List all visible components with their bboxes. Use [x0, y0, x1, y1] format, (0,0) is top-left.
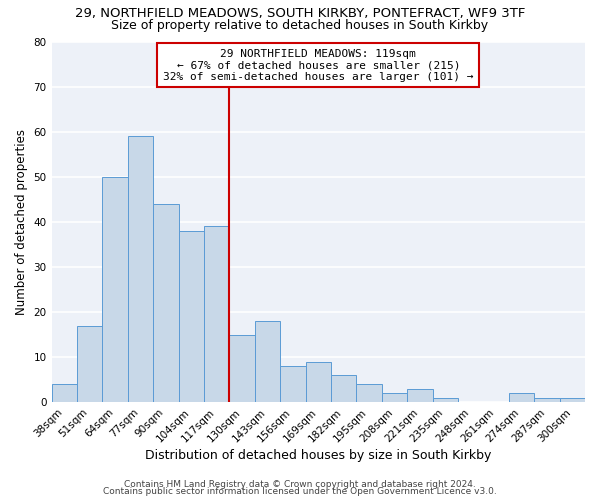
- Text: 29 NORTHFIELD MEADOWS: 119sqm
← 67% of detached houses are smaller (215)
32% of : 29 NORTHFIELD MEADOWS: 119sqm ← 67% of d…: [163, 48, 473, 82]
- Bar: [407, 388, 433, 402]
- Bar: [128, 136, 153, 402]
- Text: Contains public sector information licensed under the Open Government Licence v3: Contains public sector information licen…: [103, 487, 497, 496]
- X-axis label: Distribution of detached houses by size in South Kirkby: Distribution of detached houses by size …: [145, 450, 491, 462]
- Bar: [356, 384, 382, 402]
- Bar: [153, 204, 179, 402]
- Bar: [305, 362, 331, 402]
- Bar: [229, 334, 255, 402]
- Bar: [255, 321, 280, 402]
- Bar: [560, 398, 585, 402]
- Bar: [179, 231, 204, 402]
- Text: Size of property relative to detached houses in South Kirkby: Size of property relative to detached ho…: [112, 18, 488, 32]
- Bar: [433, 398, 458, 402]
- Bar: [77, 326, 103, 402]
- Bar: [52, 384, 77, 402]
- Bar: [382, 393, 407, 402]
- Bar: [509, 393, 534, 402]
- Bar: [280, 366, 305, 402]
- Text: Contains HM Land Registry data © Crown copyright and database right 2024.: Contains HM Land Registry data © Crown c…: [124, 480, 476, 489]
- Bar: [204, 226, 229, 402]
- Y-axis label: Number of detached properties: Number of detached properties: [15, 129, 28, 315]
- Bar: [534, 398, 560, 402]
- Bar: [103, 177, 128, 402]
- Bar: [331, 375, 356, 402]
- Text: 29, NORTHFIELD MEADOWS, SOUTH KIRKBY, PONTEFRACT, WF9 3TF: 29, NORTHFIELD MEADOWS, SOUTH KIRKBY, PO…: [75, 8, 525, 20]
